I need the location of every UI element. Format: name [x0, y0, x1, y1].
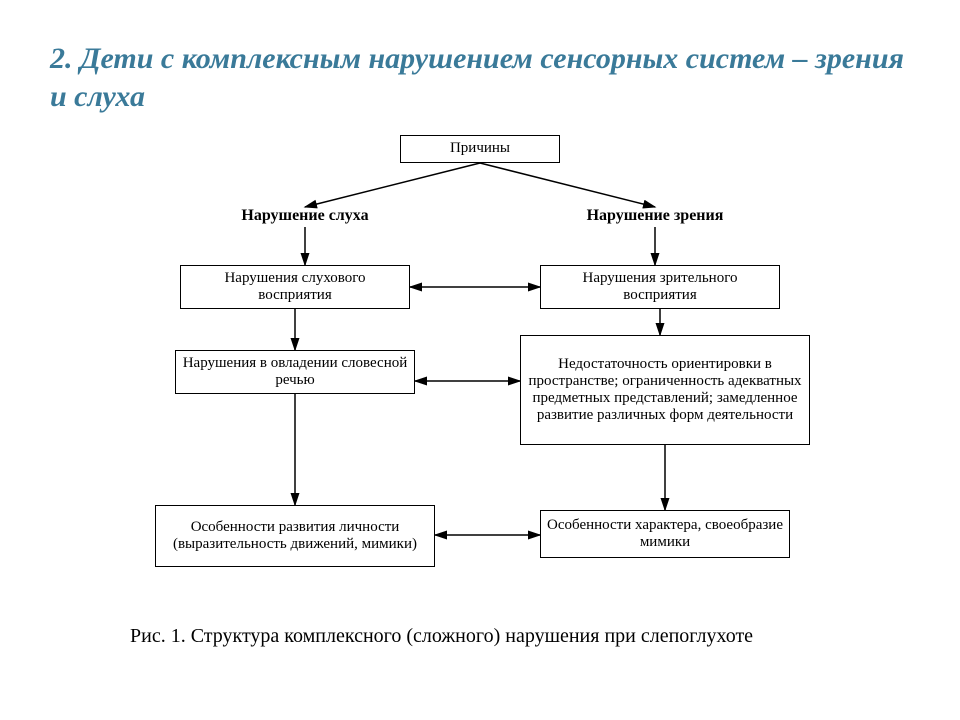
node-lab_r: Нарушение зрения	[560, 207, 750, 225]
node-l2: Нарушения в овладении словесной речью	[175, 350, 415, 394]
slide: 2. Дети с комплексным нарушением сенсорн…	[0, 0, 960, 720]
flowchart: Причины Нарушение слуха Нарушение зрения На…	[120, 135, 840, 605]
node-r1: Нарушения зрительного восприятия	[540, 265, 780, 309]
node-r2: Недостаточность ориентировки в пространс…	[520, 335, 810, 445]
slide-title: 2. Дети с комплексным нарушением сенсорн…	[50, 40, 910, 115]
node-r3: Особенности характера, своеобразие мимик…	[540, 510, 790, 558]
figure-caption: Рис. 1. Структура комплексного (сложного…	[130, 625, 830, 648]
node-root: Причины	[400, 135, 560, 163]
node-l3: Особенности развития личности (выразител…	[155, 505, 435, 567]
node-l1: Нарушения слухового восприятия	[180, 265, 410, 309]
node-lab_l: Нарушение слуха	[215, 207, 395, 225]
